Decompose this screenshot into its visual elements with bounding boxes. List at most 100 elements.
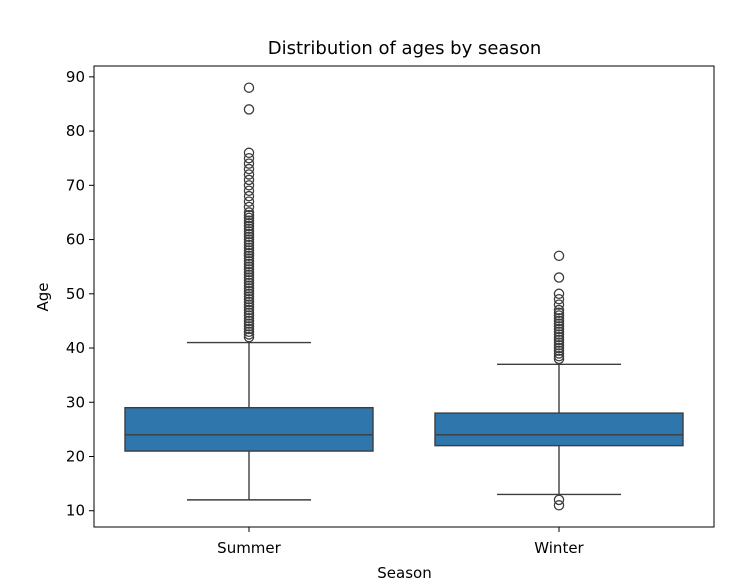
outlier-point: [553, 334, 565, 346]
outlier-point: [243, 104, 255, 115]
outlier-point: [243, 220, 255, 232]
outlier-point: [243, 307, 255, 319]
outlier-point: [243, 261, 255, 272]
outlier-point: [553, 337, 565, 348]
y-tick-label: 50: [66, 285, 85, 303]
outlier-point: [243, 291, 255, 302]
outlier-point: [553, 315, 565, 327]
box-group-summer: [124, 82, 374, 501]
outlier-point: [553, 312, 565, 324]
outlier-point: [553, 500, 565, 511]
outlier-point: [243, 283, 255, 294]
outlier-point: [243, 253, 255, 264]
outlier-point: [553, 299, 565, 310]
outlier-point: [553, 494, 565, 506]
outlier-point: [553, 353, 565, 365]
outlier-point: [553, 318, 565, 329]
outlier-point: [553, 329, 565, 340]
y-axis: 10 20 30 40 50 60 70 80 90: [66, 68, 94, 520]
outlier-point: [243, 274, 255, 286]
outlier-point: [553, 304, 565, 316]
outlier-point: [243, 288, 255, 300]
outlier-point: [243, 285, 255, 297]
outlier-point: [243, 215, 255, 226]
iqr-box: [124, 406, 374, 452]
outlier-point: [243, 209, 255, 221]
outlier-point: [243, 304, 255, 316]
outlier-point: [243, 326, 255, 338]
outlier-point: [243, 272, 255, 283]
outlier-point: [243, 247, 255, 259]
outlier-point: [243, 201, 255, 213]
outlier-point: [553, 288, 565, 300]
outlier-point: [243, 250, 255, 262]
outlier-point: [553, 342, 565, 354]
outlier-point: [243, 299, 255, 310]
outlier-point: [243, 82, 255, 93]
x-tick-label: Winter: [534, 539, 584, 557]
box-group-winter: [434, 250, 684, 511]
outlier-point: [243, 310, 255, 321]
outlier-point: [243, 231, 255, 243]
y-tick-label: 80: [66, 122, 85, 140]
outlier-point: [243, 264, 255, 275]
outlier-point: [553, 323, 565, 335]
outlier-point: [553, 250, 565, 262]
outlier-point: [243, 239, 255, 251]
outlier-point: [243, 269, 255, 281]
outlier-point: [553, 348, 565, 359]
outlier-point: [553, 321, 565, 332]
outlier-point: [243, 234, 255, 245]
outlier-point: [243, 293, 255, 305]
outlier-point: [243, 323, 255, 335]
outlier-point: [553, 293, 565, 305]
y-axis-label: Age: [34, 282, 52, 311]
outlier-point: [243, 147, 255, 159]
outlier-point: [553, 310, 565, 321]
y-tick-label: 20: [66, 447, 85, 465]
outlier-point: [243, 302, 255, 313]
y-tick-label: 30: [66, 393, 85, 411]
outlier-point: [243, 280, 255, 291]
outlier-point: [243, 242, 255, 253]
outlier-point: [553, 272, 565, 283]
outlier-point: [243, 318, 255, 329]
outlier-point: [553, 340, 565, 351]
x-tick-label: Summer: [217, 539, 281, 557]
outlier-point: [243, 315, 255, 327]
outlier-point: [243, 207, 255, 218]
outlier-point: [243, 331, 255, 343]
outlier-point: [243, 321, 255, 332]
outlier-point: [243, 180, 255, 191]
outlier-point: [243, 266, 255, 278]
outlier-point: [243, 258, 255, 270]
outlier-point: [243, 185, 255, 196]
outlier-point: [243, 158, 255, 169]
iqr-box: [434, 412, 684, 447]
y-tick-label: 40: [66, 339, 85, 357]
outlier-point: [243, 312, 255, 324]
outlier-point: [243, 255, 255, 267]
x-axis-label: Season: [377, 564, 431, 582]
chart-title: Distribution of ages by season: [268, 38, 542, 59]
outlier-point: [553, 326, 565, 338]
outlier-point: [243, 237, 255, 248]
outlier-point: [243, 174, 255, 186]
outlier-point: [243, 277, 255, 289]
outlier-point: [243, 163, 255, 175]
y-tick-label: 70: [66, 176, 85, 194]
outlier-point: [553, 331, 565, 343]
outlier-point: [243, 196, 255, 207]
outlier-point: [243, 223, 255, 234]
outlier-point: [243, 329, 255, 340]
y-tick-label: 60: [66, 231, 85, 249]
plot-area: [124, 82, 684, 511]
outlier-point: [243, 226, 255, 237]
outlier-point: [553, 307, 565, 319]
y-tick-label: 10: [66, 502, 85, 520]
outlier-point: [243, 218, 255, 229]
plot-frame: [93, 65, 715, 528]
outlier-point: [243, 212, 255, 224]
outlier-point: [243, 169, 255, 180]
